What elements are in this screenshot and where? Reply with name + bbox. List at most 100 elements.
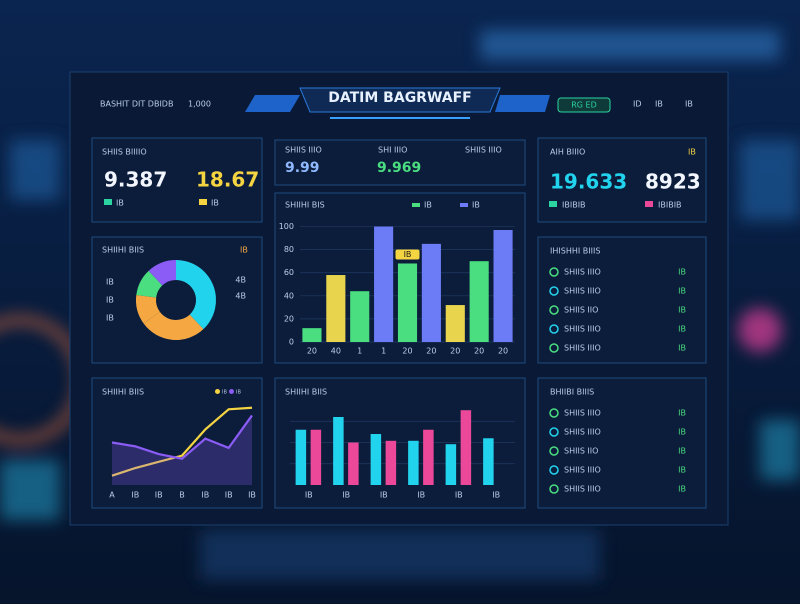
x-tick-label: 20 bbox=[426, 347, 436, 356]
kpi-note: IB bbox=[211, 199, 219, 208]
y-tick-label: 20 bbox=[284, 314, 294, 323]
row-value: IB bbox=[678, 485, 686, 494]
bar bbox=[310, 429, 322, 485]
kpi-label: SHI IIIO bbox=[378, 146, 407, 155]
row-icon bbox=[549, 465, 559, 475]
row-icon bbox=[549, 305, 559, 315]
legend-swatch bbox=[215, 389, 220, 394]
header-value: 1,000 bbox=[188, 100, 211, 109]
kpi-icon bbox=[549, 201, 557, 207]
row-value: IB bbox=[678, 447, 686, 456]
annotation-tag bbox=[395, 249, 420, 260]
bar bbox=[350, 291, 370, 342]
x-tick-label: 20 bbox=[450, 347, 460, 356]
header-icon[interactable]: IB bbox=[685, 100, 693, 109]
panel bbox=[274, 139, 526, 186]
bar bbox=[374, 226, 394, 342]
y-tick-label: 60 bbox=[284, 268, 294, 277]
slice-label: IB bbox=[106, 296, 114, 305]
x-tick-label: IB bbox=[342, 491, 350, 500]
line bbox=[111, 406, 253, 477]
row-label: SHIIS IIIO bbox=[564, 428, 601, 437]
bar bbox=[370, 434, 382, 485]
x-tick-label: IB bbox=[380, 491, 388, 500]
kpi-label: SHIIS IIIO bbox=[285, 146, 322, 155]
slice-label: IB bbox=[106, 314, 114, 323]
legend-label: IB bbox=[236, 390, 241, 396]
legend-swatch bbox=[460, 203, 468, 207]
x-tick-label: 20 bbox=[474, 347, 484, 356]
blurred-backdrop bbox=[0, 30, 800, 580]
legend-swatch bbox=[412, 203, 420, 207]
line bbox=[111, 414, 253, 460]
list-title: BHIIBI BIIIS bbox=[550, 388, 594, 397]
bar bbox=[445, 444, 457, 485]
header-icon[interactable]: IB bbox=[655, 100, 663, 109]
row-label: SHIIS IIO bbox=[564, 447, 598, 456]
row-value: IB bbox=[678, 325, 686, 334]
panel bbox=[537, 377, 707, 509]
bar bbox=[469, 261, 489, 342]
row-value: IB bbox=[678, 344, 686, 353]
x-tick-label: IB bbox=[417, 491, 425, 500]
row-label: SHIIS IIIO bbox=[564, 287, 601, 296]
x-tick-label: 20 bbox=[307, 347, 317, 356]
x-tick-label: 1 bbox=[381, 347, 386, 356]
area bbox=[112, 415, 252, 485]
bar bbox=[348, 442, 359, 485]
x-tick-label: IB bbox=[201, 491, 209, 500]
row-value: IB bbox=[678, 428, 686, 437]
row-icon bbox=[549, 446, 559, 456]
chart-title: SHIIHI BIIS bbox=[285, 388, 327, 397]
row-icon bbox=[549, 286, 559, 296]
kpi-value: 8923 bbox=[645, 170, 701, 194]
x-tick-label: 40 bbox=[331, 347, 341, 356]
y-tick-label: 80 bbox=[284, 245, 294, 254]
bar bbox=[421, 243, 441, 342]
y-tick-label: 40 bbox=[284, 291, 294, 300]
kpi-icon bbox=[104, 199, 112, 205]
row-value: IB bbox=[678, 287, 686, 296]
header-deco bbox=[495, 95, 550, 112]
bar bbox=[295, 429, 307, 485]
x-tick-label: 20 bbox=[498, 347, 508, 356]
x-tick-label: IB bbox=[131, 491, 139, 500]
slice-label: IB bbox=[106, 278, 114, 287]
list-title: IHISHHI BIIIS bbox=[550, 247, 600, 256]
x-tick-label: 20 bbox=[402, 347, 412, 356]
panel bbox=[537, 236, 707, 364]
row-icon bbox=[549, 343, 559, 353]
donut-slice bbox=[148, 260, 176, 286]
bar bbox=[385, 440, 397, 485]
header-icon[interactable]: ID bbox=[633, 100, 642, 109]
kpi-icon bbox=[645, 201, 653, 207]
bar bbox=[460, 410, 472, 485]
bar bbox=[423, 429, 434, 485]
header-button[interactable] bbox=[557, 97, 611, 113]
row-label: SHIIS IIO bbox=[564, 306, 598, 315]
panel bbox=[91, 236, 263, 364]
bar bbox=[445, 305, 465, 342]
row-label: SHIIS IIIO bbox=[564, 268, 601, 277]
kpi-label: AIH BIIIO bbox=[550, 148, 585, 157]
legend-label: IB bbox=[472, 201, 480, 210]
annotation: IB bbox=[404, 250, 412, 259]
header-button-label[interactable]: RG ED bbox=[571, 101, 597, 110]
slice-label: 4B bbox=[235, 292, 246, 301]
y-tick-label: 100 bbox=[279, 222, 294, 231]
row-label: SHIIS IIIO bbox=[564, 409, 601, 418]
bar bbox=[302, 328, 322, 342]
x-tick-label: IB bbox=[492, 491, 500, 500]
panel bbox=[537, 137, 707, 223]
x-tick-label: IB bbox=[155, 491, 163, 500]
row-icon bbox=[549, 324, 559, 334]
kpi-note: IBIBIB bbox=[562, 201, 586, 210]
kpi-value: 18.67 bbox=[196, 168, 259, 192]
kpi-value: 9.969 bbox=[377, 160, 421, 176]
bar bbox=[493, 230, 513, 342]
chart-title: SHIIHI BIIS bbox=[102, 388, 144, 397]
donut-slice bbox=[143, 311, 204, 340]
legend-label: IB bbox=[222, 390, 227, 396]
